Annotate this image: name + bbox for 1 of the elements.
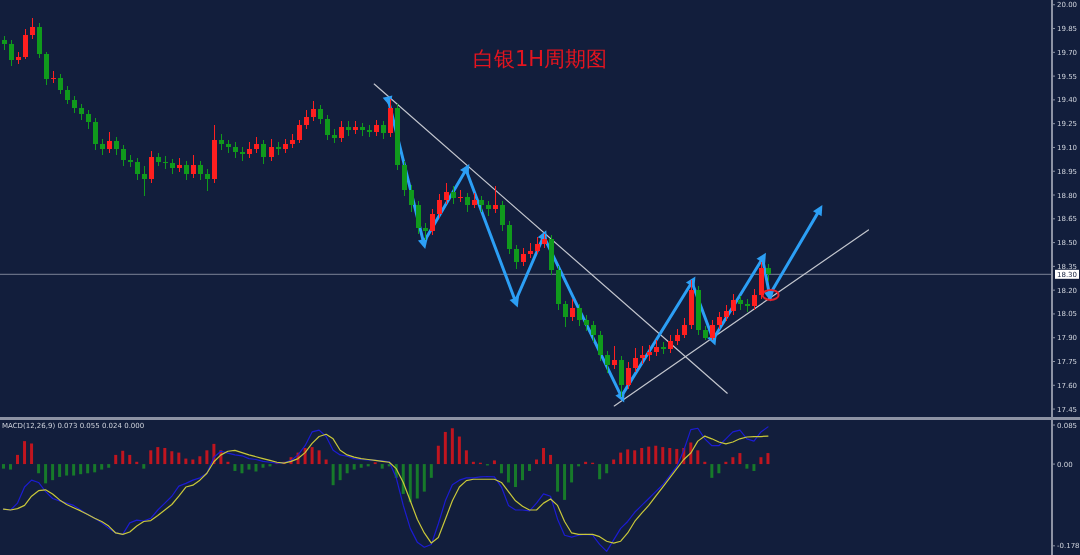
text: 白银1H周期图 bbox=[472, 47, 608, 71]
